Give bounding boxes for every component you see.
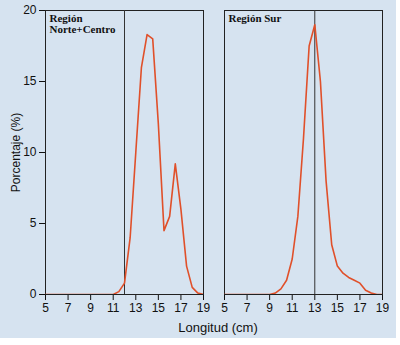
svg-text:10: 10 — [23, 145, 37, 159]
svg-text:5: 5 — [30, 216, 37, 230]
svg-text:5: 5 — [42, 301, 49, 315]
svg-text:9: 9 — [87, 301, 94, 315]
svg-text:11: 11 — [107, 301, 120, 315]
svg-text:17: 17 — [353, 301, 367, 315]
svg-text:13: 13 — [308, 301, 322, 315]
svg-text:7: 7 — [65, 301, 72, 315]
svg-text:15: 15 — [152, 301, 166, 315]
svg-text:19: 19 — [197, 301, 211, 315]
svg-text:5: 5 — [221, 301, 228, 315]
svg-text:15: 15 — [23, 74, 37, 88]
svg-text:17: 17 — [174, 301, 188, 315]
svg-text:0: 0 — [30, 287, 37, 301]
html-text:Longitud (cm): Longitud (cm) — [178, 320, 258, 335]
svg-text:Porcentaje (%): Porcentaje (%) — [9, 113, 23, 192]
svg-text:13: 13 — [129, 301, 143, 315]
svg-text:7: 7 — [244, 301, 251, 315]
svg-text:9: 9 — [266, 301, 273, 315]
svg-text:20: 20 — [23, 3, 37, 17]
svg-text:15: 15 — [331, 301, 345, 315]
svg-text:Región Sur: Región Sur — [229, 12, 282, 24]
svg-text:11: 11 — [286, 301, 299, 315]
svg-text:19: 19 — [376, 301, 390, 315]
svg-text:RegiónNorte+Centro: RegiónNorte+Centro — [50, 12, 116, 35]
